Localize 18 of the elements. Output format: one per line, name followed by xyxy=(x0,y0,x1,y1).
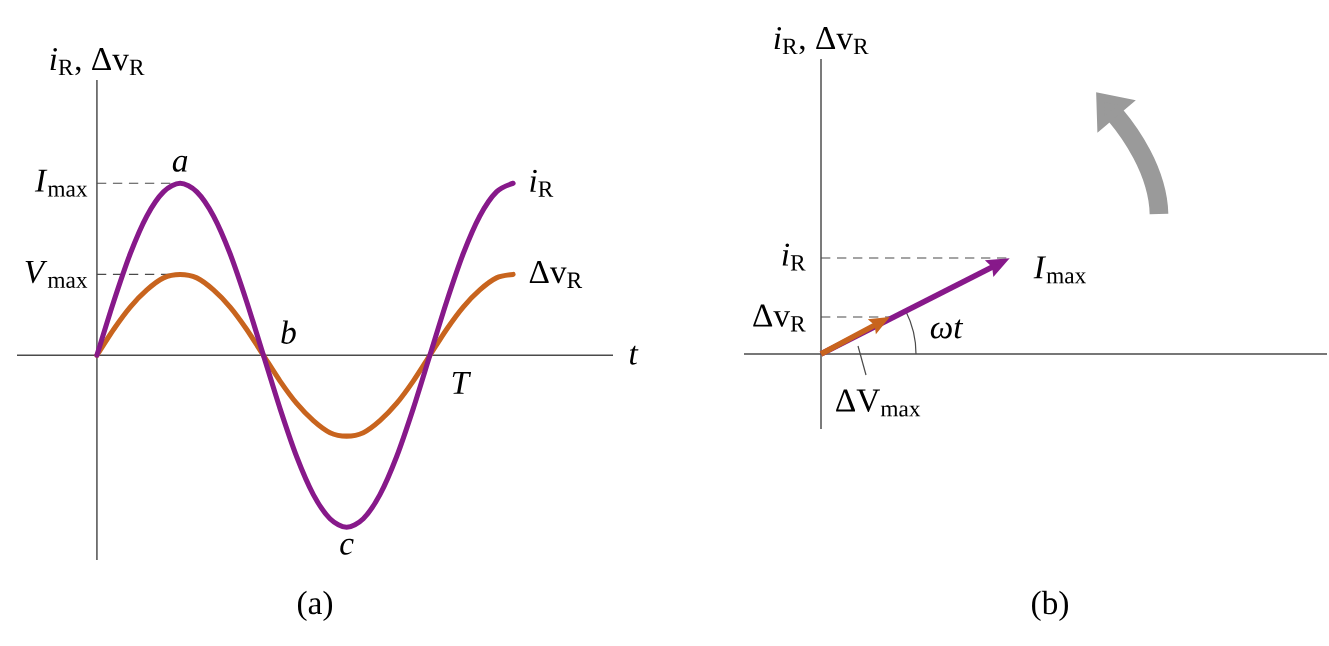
text: (b) xyxy=(1032,590,1068,622)
text: i$_{R}$, Δv$_{R}$ xyxy=(774,27,869,55)
ref-line-label: V$_{max}$ xyxy=(25,260,88,288)
ref-line-label: I$_{max}$ xyxy=(34,169,88,197)
text: Δv$_{R}$ xyxy=(753,304,806,332)
annotation: T xyxy=(452,371,472,394)
series-label: Δv$_{R}$ xyxy=(529,260,583,288)
x-axis-title: t xyxy=(629,345,639,365)
text: i$_{R}$ xyxy=(782,243,806,271)
text: I$_{max}$ xyxy=(1033,256,1086,284)
series-label: i$_{R}$ xyxy=(530,169,554,197)
y-axis-title: i$_{R}$, Δv$_{R}$ xyxy=(50,48,145,76)
text: ωt xyxy=(930,319,964,339)
annotation: c xyxy=(340,538,354,555)
annotation: b xyxy=(281,320,296,344)
annotation: a xyxy=(172,155,188,172)
text: ΔV$_{max}$ xyxy=(836,389,921,417)
text: (a) xyxy=(297,590,333,622)
